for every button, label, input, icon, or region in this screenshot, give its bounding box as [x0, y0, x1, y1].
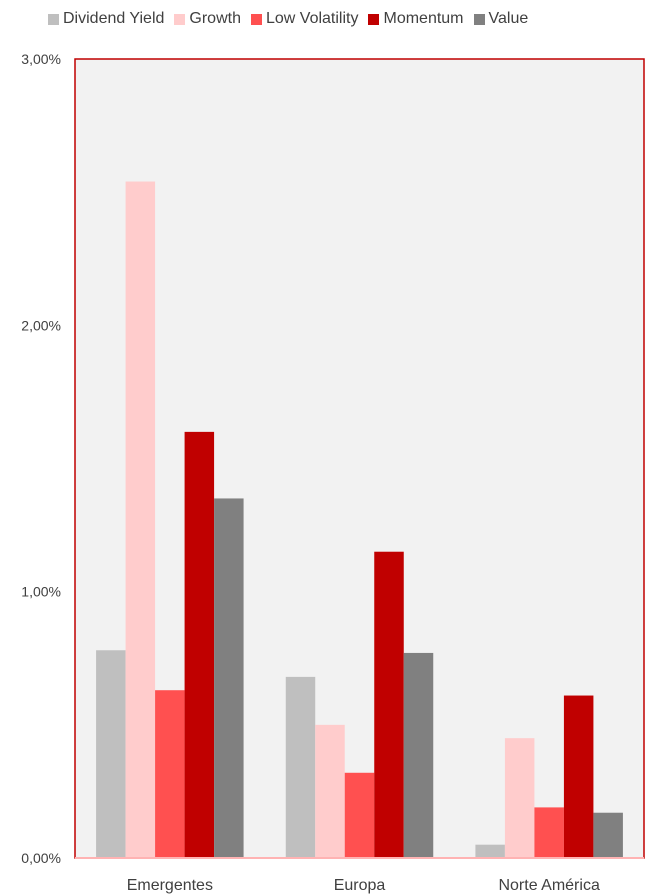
bar-low-volatility: [534, 807, 564, 858]
legend-item-growth: Growth: [174, 10, 241, 28]
bar-low-volatility: [155, 690, 185, 858]
bar-low-volatility: [344, 772, 375, 858]
bar-momentum: [374, 551, 404, 858]
x-tick-label: Emergentes: [127, 877, 213, 894]
legend-swatch-momentum: [368, 13, 380, 25]
legend-item-low-volatility: Low Volatility: [250, 10, 359, 28]
x-tick-label: Europa: [334, 877, 386, 894]
bar-growth: [125, 181, 156, 859]
y-tick-label: 2,00%: [21, 317, 61, 333]
bar-momentum: [563, 695, 594, 858]
legend: Dividend Yield Growth Low Volatility Mom…: [48, 6, 653, 32]
y-tick-label: 3,00%: [21, 51, 61, 67]
bar-growth: [504, 738, 535, 858]
legend-swatch-low-volatility: [250, 13, 262, 25]
bar-dividend-yield: [96, 650, 126, 858]
legend-item-momentum: Momentum: [368, 10, 464, 28]
legend-swatch-growth: [174, 13, 186, 25]
legend-label-growth: Growth: [189, 10, 241, 27]
bar-dividend-yield: [285, 676, 316, 858]
legend-label-low-volatility: Low Volatility: [265, 10, 359, 27]
bar-dividend-yield: [475, 844, 505, 858]
y-tick-label: 1,00%: [21, 584, 61, 600]
y-tick-label: 0,00%: [21, 850, 61, 866]
x-tick-label: Norte América: [498, 877, 599, 894]
bar-value: [214, 498, 244, 858]
legend-item-value: Value: [473, 10, 529, 28]
legend-swatch-value: [473, 13, 485, 25]
legend-swatch-dividend-yield: [48, 13, 59, 25]
bar-value: [593, 812, 623, 858]
legend-label-value: Value: [488, 10, 529, 27]
legend-label-momentum: Momentum: [383, 10, 464, 27]
bar-growth: [315, 724, 345, 858]
bar-value: [403, 652, 434, 858]
bar-momentum: [184, 431, 215, 858]
legend-item-dividend-yield: Dividend Yield: [48, 10, 164, 28]
legend-label-dividend-yield: Dividend Yield: [63, 10, 165, 27]
